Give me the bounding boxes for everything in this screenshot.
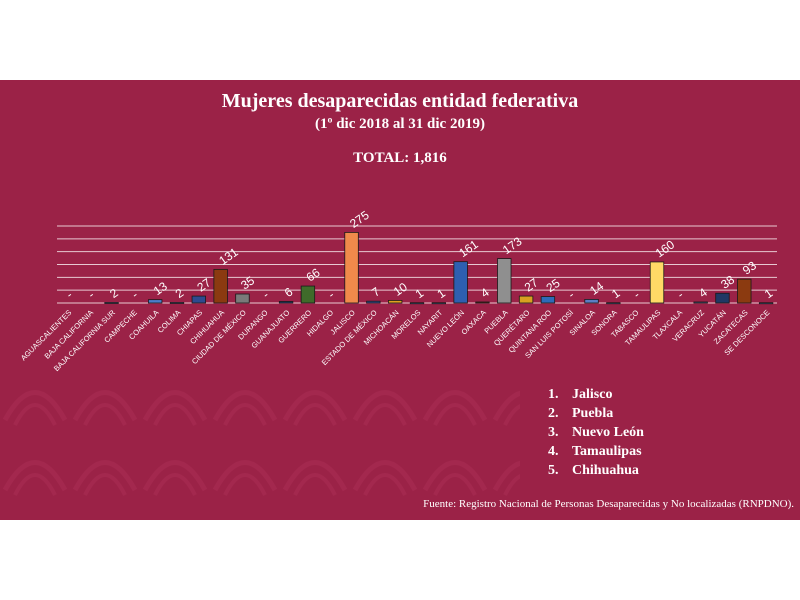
value-label: -: [631, 288, 642, 302]
ranking-item: 3. Nuevo León: [548, 425, 644, 440]
value-label: -: [129, 288, 140, 302]
bar: [344, 232, 359, 304]
source-note: Fuente: Registro Nacional de Personas De…: [423, 498, 794, 510]
value-label: 38: [718, 272, 737, 291]
value-label: 6: [282, 284, 296, 299]
bar: [148, 299, 163, 304]
bar: [737, 278, 752, 304]
chart-title: Mujeres desaparecidas entidad federativa: [221, 90, 579, 112]
value-label: 1: [609, 286, 623, 301]
value-label: 2: [107, 285, 121, 300]
value-label: -: [85, 288, 96, 302]
value-label: -: [325, 288, 336, 302]
value-label: 173: [500, 234, 525, 257]
bar: [431, 302, 446, 305]
value-label: -: [675, 288, 686, 302]
bar: [715, 292, 730, 304]
ranking-item: 4. Tamaulipas: [548, 444, 642, 459]
value-label: -: [64, 288, 75, 302]
value-label: 1: [435, 286, 449, 301]
bar: [366, 300, 381, 304]
value-label: 7: [369, 284, 383, 299]
top-five-ranking: 1. Jalisco 2. Puebla 3. Nuevo León 4. Tamaul…: [548, 385, 644, 480]
bar: [388, 300, 403, 304]
value-label: 4: [696, 285, 710, 300]
value-label: -: [565, 288, 576, 302]
total-label: TOTAL: 1,816: [353, 150, 447, 166]
value-label: 161: [456, 237, 481, 260]
value-label: 275: [347, 208, 372, 231]
chart-subtitle: (1º dic 2018 al 31 dic 2019): [315, 116, 485, 132]
value-label: 10: [391, 280, 410, 299]
value-label: 27: [522, 275, 541, 294]
value-label: 4: [478, 285, 492, 300]
background-pattern: [0, 380, 520, 520]
value-label: 35: [238, 273, 257, 292]
slide: - -2-13 2 27 131 35-6 66-275 7 10 1 1 161 4 173 27 25-1…: [0, 80, 800, 520]
value-label: 66: [304, 265, 323, 284]
bar: [693, 301, 708, 304]
bar: [409, 302, 425, 305]
bar: [606, 302, 621, 305]
bar: [213, 268, 228, 304]
value-label: -: [260, 288, 271, 302]
bar: [758, 302, 774, 305]
bar: [540, 296, 556, 304]
bar: [235, 293, 250, 304]
bar: [278, 301, 294, 304]
value-label: 2: [173, 285, 187, 300]
bar: [453, 261, 468, 304]
bar: [497, 258, 512, 304]
value-label: 27: [195, 275, 214, 294]
bar: [584, 299, 599, 304]
bar: [300, 285, 316, 304]
value-label: 14: [587, 279, 606, 298]
value-label: 1: [413, 286, 427, 301]
bar: [191, 295, 206, 304]
ranking-item: 5. Chihuahua: [548, 463, 639, 478]
value-label: 93: [740, 258, 759, 277]
ranking-item: 1. Jalisco: [548, 387, 613, 402]
value-label: 13: [151, 279, 170, 298]
value-label: 160: [653, 237, 678, 260]
bar: [169, 302, 185, 304]
value-label: 25: [544, 276, 563, 295]
bar: [475, 301, 490, 304]
ranking-item: 2. Puebla: [548, 406, 614, 421]
bar: [649, 261, 665, 304]
value-label: 1: [762, 286, 776, 301]
bar: [518, 295, 534, 304]
bar: [104, 302, 119, 304]
